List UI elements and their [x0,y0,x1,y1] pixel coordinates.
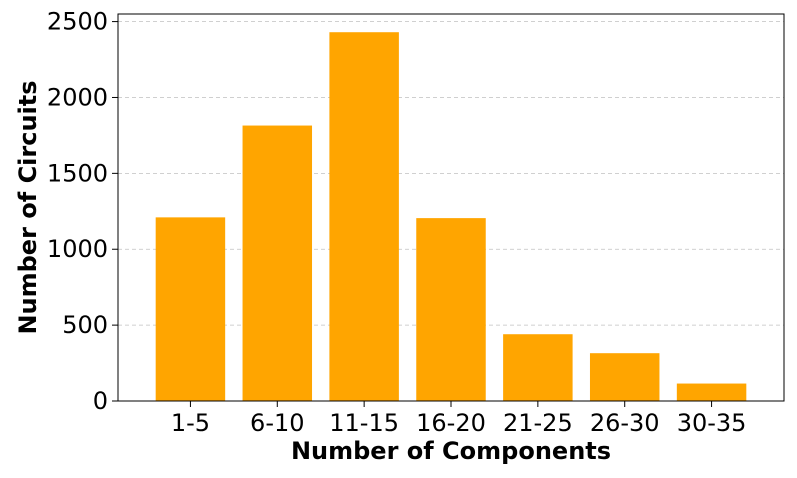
y-tick-label: 0 [93,387,108,415]
y-ticks: 0 500 1000 1500 2000 2500 [47,8,118,415]
x-axis-title: Number of Components [291,437,611,465]
bar-11-15 [329,32,399,402]
x-tick-label: 16-20 [416,409,486,437]
x-tick-label: 26-30 [590,409,660,437]
y-tick-label: 2500 [47,8,108,36]
y-tick-label: 500 [62,311,108,339]
y-tick-label: 1000 [47,235,108,263]
bar-6-10 [242,125,313,401]
bars [155,32,747,402]
bar-16-20 [416,218,486,401]
x-tick-label: 30-35 [677,409,747,437]
x-tick-label: 1-5 [171,409,210,437]
x-ticks: 1-5 6-10 11-15 16-20 21-25 26-30 30-35 [171,401,747,437]
x-tick-label: 11-15 [329,409,399,437]
x-tick-label: 6-10 [250,409,304,437]
y-tick-label: 2000 [47,83,108,111]
bar-26-30 [589,353,660,401]
bar-30-35 [676,383,747,401]
y-tick-label: 1500 [47,159,108,187]
y-axis-title: Number of Circuits [14,80,42,334]
bar-21-25 [503,334,573,401]
x-tick-label: 21-25 [503,409,573,437]
bar-1-5 [155,217,226,401]
